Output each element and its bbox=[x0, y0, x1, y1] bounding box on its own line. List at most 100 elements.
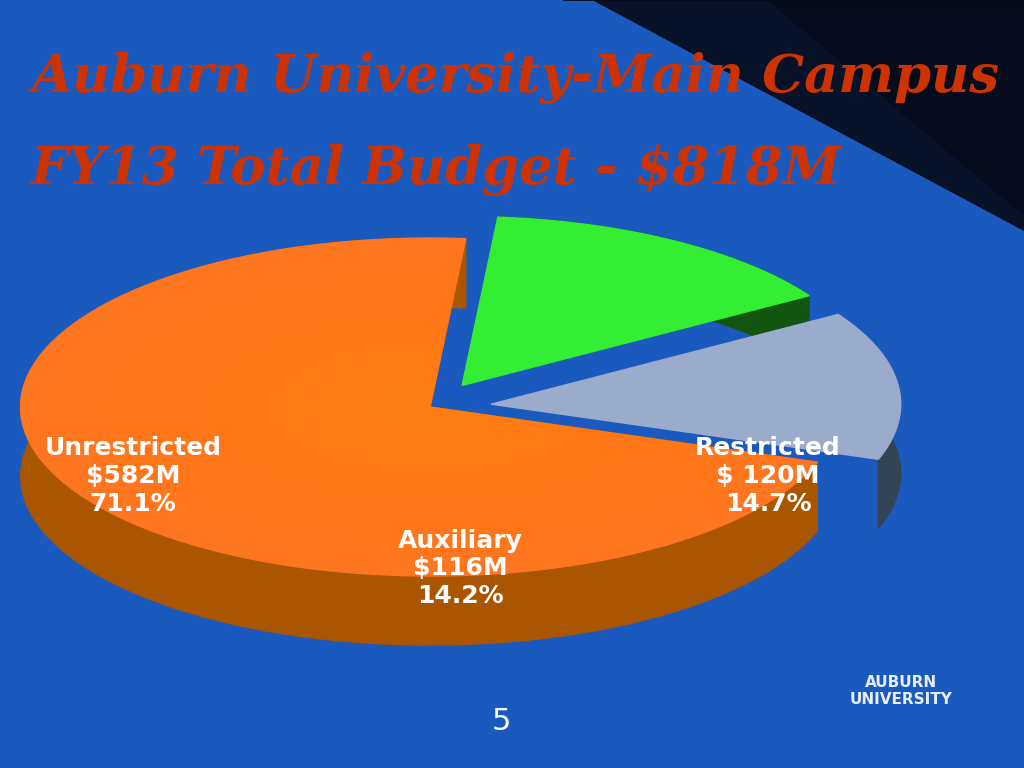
Bar bbox=[0, 756, 1024, 764]
Bar bbox=[0, 757, 1024, 765]
Bar bbox=[0, 756, 1024, 764]
Bar bbox=[0, 753, 1024, 760]
Bar bbox=[0, 760, 1024, 767]
Bar bbox=[0, 758, 1024, 766]
Text: AUBURN
UNIVERSITY: AUBURN UNIVERSITY bbox=[850, 675, 952, 707]
Bar bbox=[0, 757, 1024, 765]
Bar bbox=[0, 755, 1024, 763]
Bar bbox=[0, 759, 1024, 766]
Bar bbox=[0, 756, 1024, 764]
Bar bbox=[0, 755, 1024, 763]
Bar bbox=[0, 753, 1024, 761]
Bar bbox=[0, 759, 1024, 766]
Bar bbox=[0, 757, 1024, 765]
Bar bbox=[0, 753, 1024, 760]
Bar bbox=[0, 759, 1024, 766]
Bar bbox=[0, 756, 1024, 763]
Polygon shape bbox=[20, 238, 817, 645]
Bar bbox=[0, 755, 1024, 763]
Polygon shape bbox=[594, 0, 1024, 230]
Bar bbox=[0, 756, 1024, 764]
Bar bbox=[0, 756, 1024, 764]
Bar bbox=[0, 753, 1024, 761]
Bar bbox=[0, 753, 1024, 761]
Polygon shape bbox=[492, 314, 901, 459]
Bar bbox=[0, 758, 1024, 766]
Bar bbox=[0, 756, 1024, 764]
Bar bbox=[0, 760, 1024, 767]
Bar bbox=[0, 754, 1024, 762]
Bar bbox=[0, 760, 1024, 768]
Bar bbox=[0, 753, 1024, 761]
Bar bbox=[0, 756, 1024, 763]
Bar bbox=[0, 753, 1024, 761]
Text: 5: 5 bbox=[493, 707, 511, 737]
Polygon shape bbox=[839, 314, 901, 528]
Bar bbox=[0, 754, 1024, 762]
Bar bbox=[0, 757, 1024, 765]
Bar bbox=[0, 760, 1024, 768]
Bar bbox=[0, 760, 1024, 767]
Bar bbox=[0, 753, 1024, 760]
Bar bbox=[0, 754, 1024, 762]
Bar bbox=[0, 756, 1024, 763]
Bar bbox=[0, 758, 1024, 766]
Bar bbox=[0, 756, 1024, 764]
Bar bbox=[0, 757, 1024, 765]
Polygon shape bbox=[430, 407, 817, 531]
Bar bbox=[0, 754, 1024, 762]
Bar bbox=[0, 758, 1024, 766]
Bar bbox=[0, 754, 1024, 762]
Bar bbox=[0, 753, 1024, 760]
Bar bbox=[0, 755, 1024, 763]
Text: Auburn University-Main Campus: Auburn University-Main Campus bbox=[31, 52, 998, 104]
Bar bbox=[0, 754, 1024, 762]
Bar bbox=[0, 759, 1024, 766]
Bar bbox=[0, 753, 1024, 761]
Polygon shape bbox=[20, 238, 817, 576]
Bar bbox=[0, 756, 1024, 763]
Bar bbox=[0, 753, 1024, 761]
Bar bbox=[0, 753, 1024, 761]
Bar bbox=[0, 760, 1024, 767]
Bar bbox=[0, 754, 1024, 762]
Bar bbox=[0, 754, 1024, 762]
Bar bbox=[0, 760, 1024, 767]
Bar bbox=[0, 759, 1024, 766]
Bar bbox=[0, 756, 1024, 763]
Bar bbox=[0, 754, 1024, 762]
Bar bbox=[0, 759, 1024, 766]
Bar bbox=[0, 754, 1024, 762]
Bar bbox=[0, 760, 1024, 768]
Polygon shape bbox=[498, 217, 809, 365]
Bar bbox=[0, 758, 1024, 766]
Bar bbox=[0, 760, 1024, 767]
Bar bbox=[0, 760, 1024, 767]
Bar bbox=[0, 760, 1024, 768]
Bar bbox=[0, 758, 1024, 766]
Bar bbox=[0, 759, 1024, 766]
Polygon shape bbox=[462, 217, 809, 386]
Text: FY13 Total Budget - $818M: FY13 Total Budget - $818M bbox=[31, 144, 842, 197]
Bar bbox=[0, 757, 1024, 765]
Bar bbox=[0, 753, 1024, 760]
Bar bbox=[0, 759, 1024, 766]
Bar bbox=[0, 760, 1024, 767]
Bar bbox=[0, 753, 1024, 761]
Bar bbox=[0, 755, 1024, 763]
Bar bbox=[0, 756, 1024, 764]
Bar bbox=[0, 756, 1024, 763]
Bar bbox=[0, 757, 1024, 765]
Bar bbox=[0, 757, 1024, 765]
Bar bbox=[0, 757, 1024, 765]
Bar bbox=[0, 755, 1024, 763]
Bar bbox=[0, 755, 1024, 763]
Bar bbox=[0, 756, 1024, 763]
Text: Unrestricted
$582M
71.1%: Unrestricted $582M 71.1% bbox=[45, 436, 221, 516]
Bar bbox=[0, 756, 1024, 764]
Bar bbox=[0, 756, 1024, 763]
Bar bbox=[0, 760, 1024, 768]
Bar bbox=[0, 756, 1024, 763]
Bar bbox=[0, 759, 1024, 766]
Bar bbox=[0, 755, 1024, 763]
